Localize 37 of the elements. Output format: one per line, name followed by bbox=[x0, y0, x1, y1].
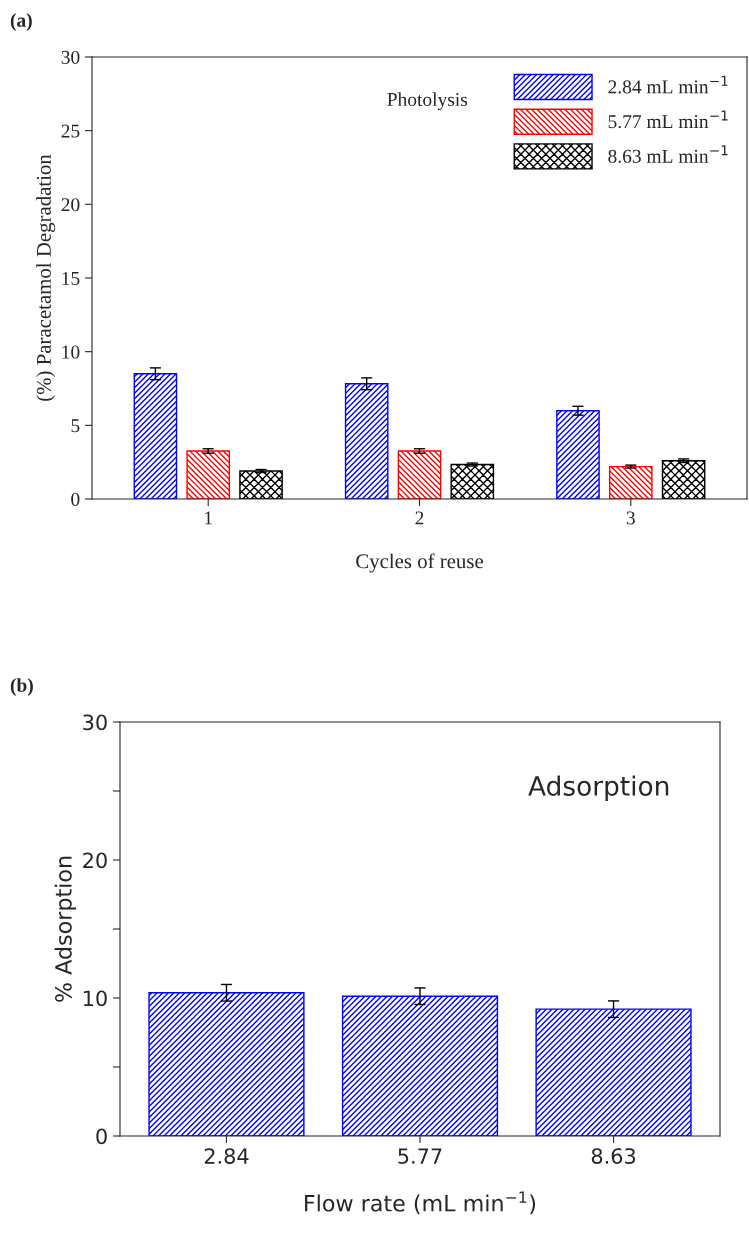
y-tick-label: 20 bbox=[83, 852, 107, 869]
y-tick-label: 20 bbox=[61, 198, 80, 212]
y-tick-label: 10 bbox=[83, 990, 107, 1007]
bar bbox=[239, 470, 283, 499]
bar bbox=[344, 383, 389, 499]
annotation: Adsorption bbox=[528, 775, 669, 802]
y-tick-label: 5 bbox=[71, 419, 80, 433]
y-tick-label: 0 bbox=[96, 1128, 107, 1145]
text: (b) bbox=[10, 678, 33, 696]
legend-label: 2.84 mL min$^{−1}$ bbox=[608, 75, 728, 94]
y-tick-label: 15 bbox=[62, 271, 80, 285]
x-axis-title: Cycles of reuse bbox=[356, 553, 483, 573]
bar bbox=[133, 373, 178, 499]
x-tick-label: 3 bbox=[626, 511, 635, 525]
bar bbox=[661, 459, 706, 499]
bar bbox=[450, 463, 495, 499]
bar bbox=[556, 410, 600, 499]
x-tick-label: 1 bbox=[205, 511, 212, 525]
x-tick-label: 2 bbox=[415, 511, 424, 525]
y-axis-title: (%) Paracetamol Degradation bbox=[36, 154, 56, 401]
legend-label: 5.77 mL min$^{−1}$ bbox=[608, 110, 728, 129]
bar bbox=[186, 450, 231, 499]
x-axis-title: Flow rate (mL min$^{−1}$) bbox=[305, 1191, 536, 1215]
annotation: Photolysis bbox=[387, 92, 468, 111]
y-tick-label: 30 bbox=[83, 714, 107, 731]
y-axis-title: % Adsorption bbox=[54, 856, 77, 1002]
y-tick-label: 10 bbox=[62, 345, 80, 359]
x-tick-label: 8.63 bbox=[591, 1148, 636, 1164]
y-tick-label: 25 bbox=[61, 124, 80, 138]
y-tick-label: 0 bbox=[71, 492, 80, 506]
text: (a) bbox=[10, 13, 32, 31]
y-tick-label: 30 bbox=[61, 50, 80, 64]
x-tick-label: 2.84 bbox=[204, 1148, 249, 1164]
legend-label: 8.63 mL min$^{−1}$ bbox=[608, 145, 728, 163]
bar bbox=[608, 465, 653, 499]
x-tick-label: 5.77 bbox=[398, 1148, 442, 1164]
bar bbox=[397, 450, 442, 499]
